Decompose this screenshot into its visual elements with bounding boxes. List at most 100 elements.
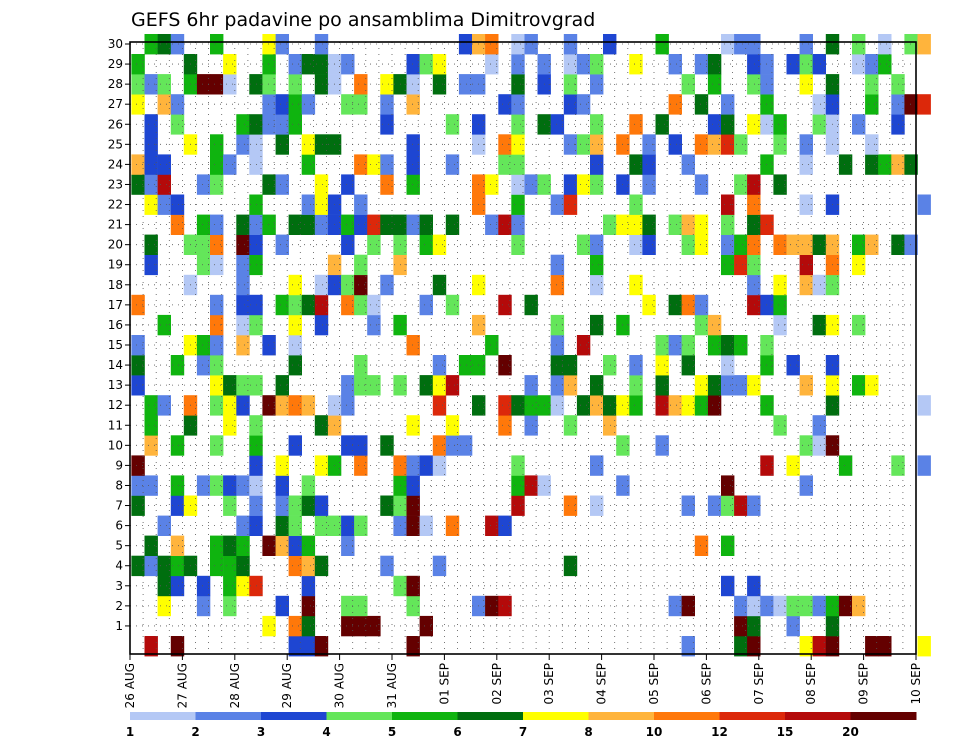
heatmap-cell (144, 555, 158, 577)
y-tick-label: 4 (115, 559, 123, 573)
heatmap-cell (262, 34, 276, 55)
heatmap-cell (196, 234, 211, 255)
heatmap-cell (812, 595, 826, 617)
heatmap-cell (590, 174, 604, 195)
heatmap-cell (144, 194, 158, 215)
heatmap-cell (773, 114, 787, 135)
heatmap-cell (786, 234, 800, 255)
heatmap-cell (223, 575, 237, 597)
heatmap-cell (131, 495, 145, 516)
heatmap-cell (341, 274, 355, 296)
heatmap-cell (799, 34, 813, 55)
heatmap-cell (563, 375, 578, 396)
heatmap-cell (734, 375, 748, 396)
heatmap-cell (223, 555, 237, 577)
heatmap-cell (524, 34, 538, 55)
heatmap-cell (341, 595, 355, 617)
heatmap-cell (223, 54, 237, 75)
heatmap-cell (485, 174, 499, 195)
heatmap-cell (629, 214, 643, 235)
heatmap-cell (721, 194, 735, 215)
heatmap-cell (852, 54, 866, 75)
heatmap-cell (485, 54, 499, 75)
heatmap-cell (432, 555, 447, 577)
heatmap-cell (236, 234, 250, 255)
heatmap-cell (904, 154, 918, 175)
heatmap-cell (799, 74, 813, 95)
heatmap-cell (354, 214, 368, 235)
heatmap-cell (642, 174, 656, 195)
heatmap-cell (852, 234, 866, 255)
heatmap-cell (550, 335, 565, 356)
y-tick-label: 2 (115, 599, 123, 613)
heatmap-cell (236, 575, 250, 597)
heatmap-cell (773, 134, 787, 155)
heatmap-cell (799, 475, 813, 496)
heatmap-cell (210, 435, 224, 456)
heatmap-cell (432, 455, 447, 476)
heatmap-cell (603, 395, 617, 416)
heatmap-cell (445, 114, 460, 135)
heatmap-cell (498, 294, 512, 316)
heatmap-cell (642, 154, 656, 175)
heatmap-cell (144, 415, 158, 436)
heatmap-cell (799, 636, 813, 657)
heatmap-cell (432, 274, 447, 296)
heatmap-cell (157, 595, 171, 617)
heatmap-cell (747, 54, 761, 75)
heatmap-cell (734, 335, 748, 356)
heatmap-cell (786, 595, 800, 617)
heatmap-cell (157, 94, 171, 115)
heatmap-cell (367, 615, 381, 637)
heatmap-cell (236, 335, 250, 356)
y-tick-label: 26 (108, 117, 123, 131)
heatmap-cell (603, 355, 617, 376)
heatmap-cell (144, 74, 158, 95)
heatmap-cell (223, 395, 237, 416)
heatmap-cell (354, 515, 368, 536)
heatmap-cell (917, 636, 931, 657)
y-tick-label: 13 (108, 378, 123, 392)
heatmap-cell (406, 154, 420, 175)
heatmap-cell (354, 194, 368, 215)
heatmap-cell (432, 375, 447, 396)
heatmap-cell (563, 355, 578, 376)
heatmap-cell (629, 395, 643, 416)
legend-swatch (130, 712, 196, 720)
heatmap-cell (603, 415, 617, 436)
heatmap-cell (694, 234, 709, 255)
heatmap-cell (655, 395, 669, 416)
heatmap-cell (275, 94, 289, 115)
heatmap-cell (367, 294, 381, 316)
heatmap-cell (668, 214, 682, 235)
heatmap-cell (223, 74, 237, 95)
legend-swatch (326, 712, 393, 720)
heatmap-cell (878, 54, 892, 75)
heatmap-cell (485, 335, 499, 356)
heatmap-cell (878, 34, 892, 55)
heatmap-cell (170, 94, 185, 115)
heatmap-cell (301, 575, 316, 597)
heatmap-cell (275, 475, 289, 496)
heatmap-cell (668, 54, 682, 75)
y-tick-label: 12 (108, 398, 123, 412)
heatmap-cell (131, 154, 145, 175)
heatmap-cell (196, 335, 211, 356)
heatmap-cell (917, 34, 931, 55)
heatmap-cell (210, 314, 224, 336)
heatmap-cell (314, 174, 329, 195)
heatmap-cell (301, 636, 316, 657)
heatmap-cell (406, 455, 420, 476)
heatmap-cell (629, 234, 643, 255)
heatmap-cell (747, 254, 761, 276)
x-tick-label: 04 SEP (595, 663, 609, 705)
heatmap-cell (498, 595, 512, 617)
heatmap-cell (341, 435, 355, 456)
heatmap-cell (170, 194, 185, 215)
heatmap-cell (812, 636, 826, 657)
heatmap-cell (196, 575, 211, 597)
heatmap-cell (485, 595, 499, 617)
heatmap-cell (367, 314, 381, 336)
heatmap-cell (406, 475, 420, 496)
heatmap-cell (301, 194, 316, 215)
